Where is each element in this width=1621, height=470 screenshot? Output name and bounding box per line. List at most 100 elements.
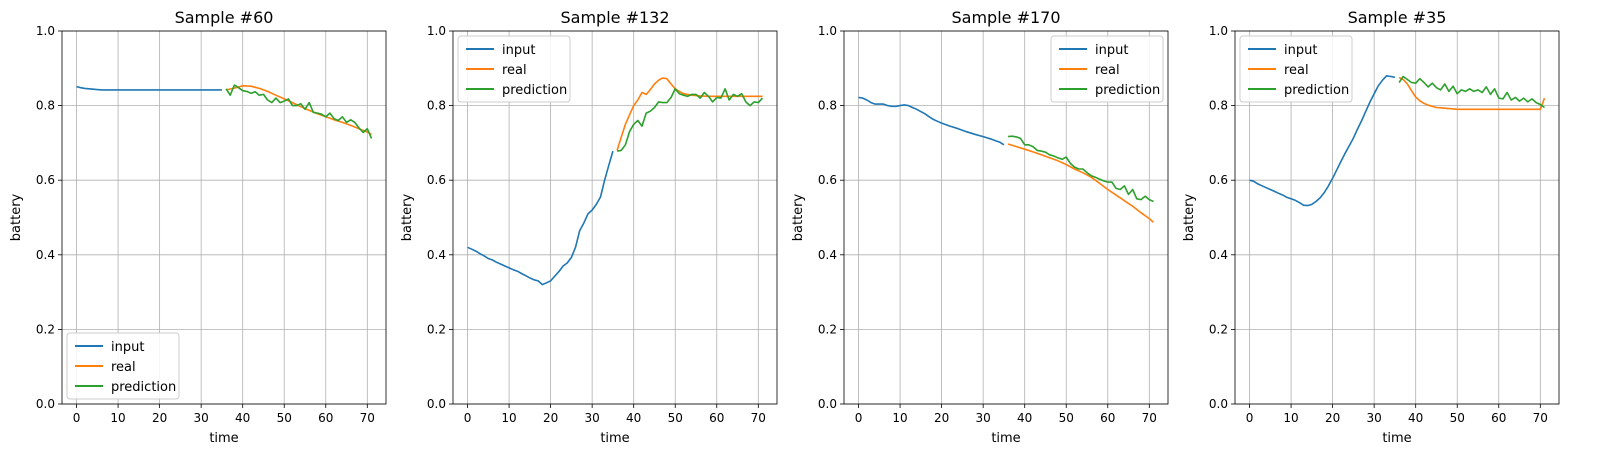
plot-area xyxy=(452,30,778,405)
y-tick-label: 0.0 xyxy=(1209,397,1228,411)
series-line-prediction xyxy=(1398,75,1545,109)
x-axis-label: time xyxy=(209,431,238,446)
y-tick-label: 0.4 xyxy=(818,248,837,262)
y-tick-label: 0.6 xyxy=(427,173,446,187)
x-tick-label: 30 xyxy=(194,411,209,425)
x-tick-label: 0 xyxy=(855,411,863,425)
legend-label-prediction: prediction xyxy=(111,380,176,395)
chart-title: Sample #35 xyxy=(1348,8,1447,27)
y-tick-label: 0.2 xyxy=(427,322,446,336)
x-tick-label: 40 xyxy=(235,411,250,425)
x-tick-label: 0 xyxy=(464,411,472,425)
x-tick-label: 10 xyxy=(110,411,125,425)
legend-box xyxy=(1050,35,1164,103)
y-axis-label: battery xyxy=(1182,193,1197,241)
y-tick-label: 0.2 xyxy=(36,322,55,336)
x-tick-label: 10 xyxy=(1283,411,1298,425)
x-axis-label: time xyxy=(600,431,629,446)
x-tick-label: 40 xyxy=(1017,411,1032,425)
x-tick-label: 60 xyxy=(1491,411,1506,425)
y-axis-label: battery xyxy=(791,193,806,241)
y-tick-label: 0.4 xyxy=(1209,248,1228,262)
x-tick-label: 10 xyxy=(892,411,907,425)
y-tick-label: 1.0 xyxy=(427,24,446,38)
legend-box xyxy=(1239,35,1353,103)
legend-label-real: real xyxy=(1284,63,1309,78)
y-tick-label: 1.0 xyxy=(36,24,55,38)
x-tick-label: 30 xyxy=(976,411,991,425)
series-line-input xyxy=(76,85,222,91)
x-tick-label: 60 xyxy=(1100,411,1115,425)
x-tick-label: 70 xyxy=(1142,411,1157,425)
series-line-real xyxy=(1007,143,1155,223)
y-tick-label: 0.6 xyxy=(36,173,55,187)
y-tick-label: 1.0 xyxy=(1209,24,1228,38)
chart-title: Sample #132 xyxy=(560,8,669,27)
series-line-real xyxy=(1398,76,1546,111)
y-tick-label: 0.2 xyxy=(1209,322,1228,336)
x-tick-label: 70 xyxy=(751,411,766,425)
y-tick-label: 0.8 xyxy=(427,99,446,113)
y-tick-label: 0.4 xyxy=(427,248,446,262)
legend: input real prediction xyxy=(1239,35,1353,103)
legend: input real prediction xyxy=(66,332,180,400)
y-tick-label: 0.2 xyxy=(818,322,837,336)
y-tick-label: 0.0 xyxy=(818,397,837,411)
x-axis-label: time xyxy=(1382,431,1411,446)
y-tick-label: 0.6 xyxy=(818,173,837,187)
series-line-input xyxy=(467,150,614,286)
y-tick-label: 1.0 xyxy=(818,24,837,38)
legend-label-prediction: prediction xyxy=(502,83,567,98)
plot-area xyxy=(843,30,1169,405)
legend-box xyxy=(457,35,571,103)
x-tick-label: 30 xyxy=(585,411,600,425)
series-line-prediction xyxy=(225,84,373,139)
x-tick-label: 20 xyxy=(543,411,558,425)
plot-area xyxy=(1234,30,1560,405)
y-tick-label: 0.8 xyxy=(818,99,837,113)
chart-title: Sample #60 xyxy=(175,8,274,27)
y-tick-label: 0.0 xyxy=(427,397,446,411)
series-line-prediction xyxy=(616,88,764,152)
legend-label-prediction: prediction xyxy=(1284,83,1349,98)
legend-label-real: real xyxy=(111,360,136,375)
x-tick-label: 50 xyxy=(1059,411,1074,425)
y-tick-label: 0.6 xyxy=(1209,173,1228,187)
x-tick-label: 50 xyxy=(277,411,292,425)
series-line-real xyxy=(225,85,372,136)
x-tick-label: 30 xyxy=(1367,411,1382,425)
legend-label-input: input xyxy=(1095,43,1128,58)
y-tick-label: 0.8 xyxy=(1209,99,1228,113)
x-tick-label: 20 xyxy=(934,411,949,425)
y-axis-label: battery xyxy=(400,193,415,241)
legend: input real prediction xyxy=(457,35,571,103)
legend-box xyxy=(66,332,180,400)
series-line-real xyxy=(616,77,763,151)
legend-label-real: real xyxy=(502,63,527,78)
x-tick-label: 20 xyxy=(152,411,167,425)
y-tick-label: 0.8 xyxy=(36,99,55,113)
x-tick-label: 40 xyxy=(1408,411,1423,425)
series-line-input xyxy=(858,96,1005,146)
panel-4: 0 10 20 30 40 50 60 70 0.0 0.2 0.4 0.6 0.8 1.0 Sample … xyxy=(1182,8,1560,446)
y-axis-label: battery xyxy=(9,193,24,241)
plot-area xyxy=(61,30,387,405)
series-line-input xyxy=(1249,75,1396,207)
panel-2: 0 10 20 30 40 50 60 70 0.0 0.2 0.4 0.6 0.8 1.0 Sample … xyxy=(400,8,778,446)
x-tick-label: 50 xyxy=(668,411,683,425)
x-tick-label: 70 xyxy=(360,411,375,425)
y-tick-label: 0.4 xyxy=(36,248,55,262)
legend-label-input: input xyxy=(111,340,144,355)
legend-label-input: input xyxy=(502,43,535,58)
x-tick-label: 20 xyxy=(1325,411,1340,425)
x-tick-label: 60 xyxy=(709,411,724,425)
chart-title: Sample #170 xyxy=(951,8,1060,27)
legend-label-prediction: prediction xyxy=(1095,83,1160,98)
legend-label-input: input xyxy=(1284,43,1317,58)
x-tick-label: 70 xyxy=(1533,411,1548,425)
panel-3: 0 10 20 30 40 50 60 70 0.0 0.2 0.4 0.6 0.8 1.0 Sample … xyxy=(791,8,1169,446)
x-tick-label: 0 xyxy=(73,411,81,425)
legend: input real prediction xyxy=(1050,35,1164,103)
panel-1: 0 10 20 30 40 50 60 70 0.0 0.2 0.4 0.6 0.8 1.0 Sample … xyxy=(9,8,387,446)
